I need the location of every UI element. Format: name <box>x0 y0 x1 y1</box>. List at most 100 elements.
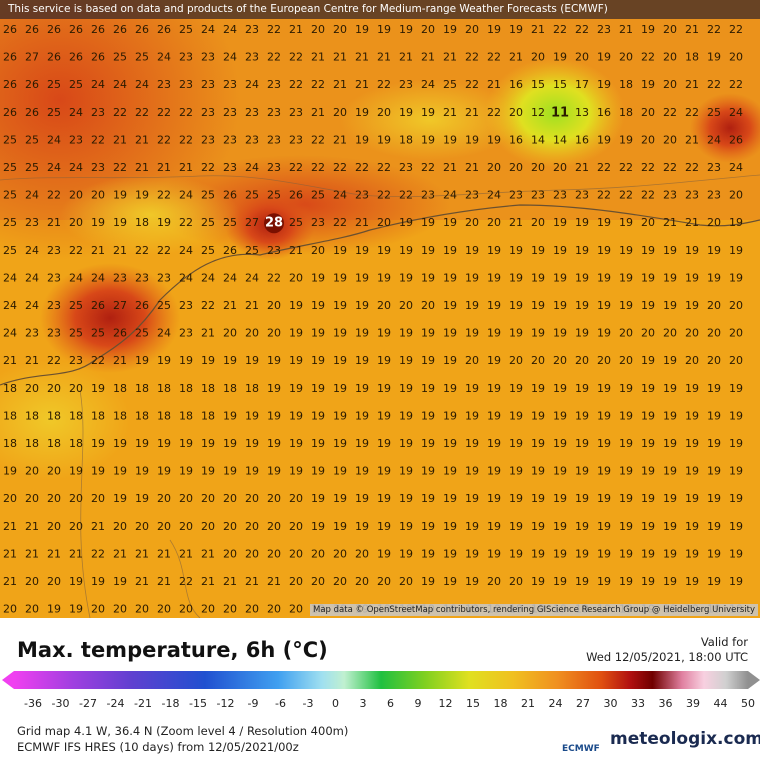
temperature-value: 25 <box>3 244 17 257</box>
temperature-value: 22 <box>465 78 479 91</box>
temperature-value: 19 <box>267 354 281 367</box>
legend-title: Max. temperature, 6h (°C) <box>17 638 328 662</box>
temperature-value: 19 <box>91 437 105 450</box>
temperature-value: 19 <box>443 133 457 146</box>
temperature-value: 19 <box>531 465 545 478</box>
temperature-value: 19 <box>443 299 457 312</box>
temperature-value: 19 <box>465 520 479 533</box>
temperature-value: 21 <box>311 51 325 64</box>
temperature-value: 19 <box>465 465 479 478</box>
temperature-value: 21 <box>3 354 17 367</box>
temperature-value: 11 <box>551 105 569 120</box>
temperature-value: 19 <box>575 547 589 560</box>
temperature-value: 19 <box>443 492 457 505</box>
temperature-value: 19 <box>399 409 413 422</box>
temperature-value: 20 <box>47 492 61 505</box>
temperature-value: 21 <box>289 23 303 36</box>
temperature-value: 24 <box>3 327 17 340</box>
temperature-value: 19 <box>443 409 457 422</box>
temperature-value: 20 <box>25 575 39 588</box>
scale-label: 15 <box>466 697 480 710</box>
valid-time: Wed 12/05/2021, 18:00 UTC <box>586 650 748 664</box>
temperature-value: 19 <box>377 520 391 533</box>
temperature-value: 20 <box>267 603 281 616</box>
temperature-value: 21 <box>685 23 699 36</box>
temperature-value: 23 <box>47 271 61 284</box>
temperature-value: 23 <box>267 244 281 257</box>
scale-label: 12 <box>438 697 453 710</box>
temperature-value: 19 <box>487 382 501 395</box>
temperature-value: 19 <box>729 271 743 284</box>
temperature-value: 19 <box>685 409 699 422</box>
temperature-value: 19 <box>465 492 479 505</box>
temperature-value: 19 <box>245 354 259 367</box>
temperature-value: 19 <box>245 409 259 422</box>
temperature-value: 19 <box>355 133 369 146</box>
temperature-value: 20 <box>289 271 303 284</box>
temperature-value: 21 <box>355 216 369 229</box>
temperature-value: 20 <box>619 354 633 367</box>
temperature-value: 26 <box>223 244 237 257</box>
temperature-value: 15 <box>531 78 545 91</box>
temperature-value: 19 <box>531 327 545 340</box>
temperature-value: 15 <box>553 78 567 91</box>
temperature-value: 22 <box>663 161 677 174</box>
temperature-value: 19 <box>399 382 413 395</box>
temperature-value: 20 <box>465 23 479 36</box>
temperature-value: 19 <box>685 299 699 312</box>
temperature-value: 22 <box>619 161 633 174</box>
mild-area <box>340 80 520 160</box>
temperature-value: 19 <box>597 492 611 505</box>
scale-label: 6 <box>387 697 394 710</box>
temperature-value: 21 <box>245 299 259 312</box>
temperature-value: 19 <box>465 271 479 284</box>
temperature-value: 19 <box>553 299 567 312</box>
temperature-value: 23 <box>267 78 281 91</box>
temperature-value: 20 <box>487 575 501 588</box>
temperature-value: 22 <box>267 271 281 284</box>
temperature-value: 21 <box>443 51 457 64</box>
scale-label: 44 <box>713 697 728 710</box>
temperature-value: 19 <box>509 465 523 478</box>
temperature-value: 21 <box>201 327 215 340</box>
temperature-value: 25 <box>135 327 149 340</box>
temperature-value: 19 <box>663 465 677 478</box>
temperature-value: 23 <box>201 78 215 91</box>
temperature-value: 21 <box>531 23 545 36</box>
temperature-value: 19 <box>311 354 325 367</box>
temperature-value: 19 <box>47 603 61 616</box>
temperature-value: 21 <box>25 547 39 560</box>
temperature-value: 19 <box>157 437 171 450</box>
temperature-value: 19 <box>399 23 413 36</box>
temperature-value: 23 <box>685 189 699 202</box>
temperature-value: 19 <box>685 575 699 588</box>
scale-label: -30 <box>51 697 70 710</box>
temperature-value: 23 <box>267 133 281 146</box>
temperature-value: 22 <box>47 189 61 202</box>
temperature-value: 19 <box>487 437 501 450</box>
temperature-value: 16 <box>575 133 589 146</box>
temperature-value: 20 <box>707 216 721 229</box>
temperature-value: 19 <box>333 271 347 284</box>
temperature-value: 19 <box>729 382 743 395</box>
temperature-value: 20 <box>179 520 193 533</box>
temperature-value: 20 <box>663 78 677 91</box>
temperature-value: 19 <box>575 244 589 257</box>
temperature-value: 22 <box>553 23 567 36</box>
temperature-value: 20 <box>179 603 193 616</box>
temperature-value: 19 <box>355 327 369 340</box>
temperature-value: 25 <box>267 189 281 202</box>
hot-area <box>690 93 760 163</box>
temperature-value: 20 <box>223 327 237 340</box>
temperature-value: 19 <box>531 382 545 395</box>
temperature-value: 20 <box>69 216 83 229</box>
scale-label: -3 <box>302 697 314 710</box>
temperature-value: 26 <box>3 23 17 36</box>
map: 26 26 26 26 26 26 26 26 25 24 24 23 22 21 20 20 19 19 19 20… <box>0 0 760 618</box>
temperature-value: 19 <box>245 437 259 450</box>
temperature-value: 19 <box>641 437 655 450</box>
temperature-value: 20 <box>729 354 743 367</box>
temperature-value: 20 <box>333 575 347 588</box>
temperature-value: 20 <box>47 382 61 395</box>
temperature-value: 20 <box>377 216 391 229</box>
